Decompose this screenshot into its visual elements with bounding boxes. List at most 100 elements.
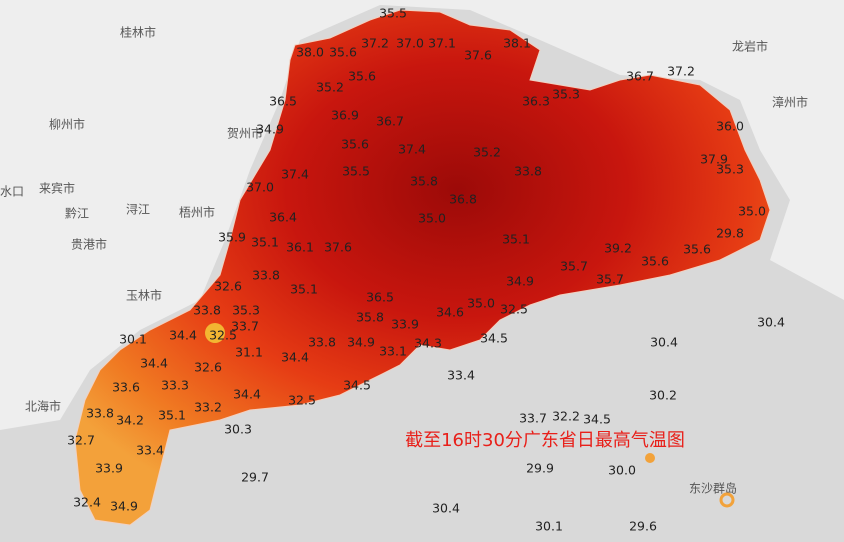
temperature-labels: 35.5 38.0 35.6 37.2 37.0 37.1 37.6 38.1 35.6 35.2…	[67, 6, 785, 534]
temperature-reading: 30.0	[608, 463, 636, 478]
temperature-reading: 36.5	[269, 94, 297, 109]
temperature-reading: 29.7	[241, 470, 269, 485]
place-name: 水口	[0, 185, 24, 199]
temperature-reading: 37.1	[428, 36, 456, 51]
temperature-reading: 33.4	[136, 443, 164, 458]
place-name: 贺州市	[227, 126, 263, 141]
temperature-reading: 34.9	[110, 499, 138, 514]
temperature-reading: 34.3	[414, 336, 442, 351]
guangdong-heat	[74, 9, 771, 526]
temperature-reading: 33.9	[95, 461, 123, 476]
temperature-reading: 35.7	[560, 259, 588, 274]
temperature-reading: 34.5	[343, 378, 371, 393]
temperature-reading: 30.1	[535, 519, 563, 534]
temperature-reading: 33.7	[231, 319, 259, 334]
temperature-reading: 35.0	[467, 296, 495, 311]
temperature-reading: 32.7	[67, 433, 95, 448]
temperature-reading: 36.1	[286, 240, 314, 255]
temperature-reading: 34.4	[233, 387, 261, 402]
temperature-reading: 36.8	[449, 192, 477, 207]
temperature-reading: 30.2	[649, 388, 677, 403]
temperature-reading: 38.0	[296, 45, 324, 60]
temperature-reading: 35.1	[502, 232, 530, 247]
temperature-reading: 33.8	[193, 303, 221, 318]
temperature-reading: 35.6	[348, 69, 376, 84]
temperature-reading: 34.4	[169, 328, 197, 343]
temperature-reading: 35.2	[473, 145, 501, 160]
place-name: 柳州市	[49, 117, 85, 132]
place-name: 黔江	[65, 206, 89, 221]
temperature-reading: 32.5	[288, 393, 316, 408]
temperature-reading: 30.3	[224, 422, 252, 437]
temperature-reading: 34.9	[506, 274, 534, 289]
temperature-reading: 35.0	[738, 204, 766, 219]
place-name: 桂林市	[120, 25, 156, 40]
temperature-reading: 37.2	[361, 36, 389, 51]
land	[0, 0, 844, 430]
temperature-reading: 33.4	[447, 368, 475, 383]
map-title: 截至16时30分广东省日最高气温图	[405, 430, 685, 451]
place-name: 梧州市	[179, 205, 215, 220]
temperature-reading: 33.3	[161, 378, 189, 393]
temperature-reading: 29.9	[526, 461, 554, 476]
temperature-reading: 36.0	[716, 119, 744, 134]
temperature-reading: 33.9	[391, 317, 419, 332]
temperature-reading: 37.4	[281, 167, 309, 182]
temperature-reading: 33.8	[86, 406, 114, 421]
temperature-reading: 35.7	[596, 272, 624, 287]
temperature-reading: 34.9	[347, 335, 375, 350]
place-name: 浔江	[126, 203, 150, 217]
temperature-reading: 35.9	[218, 230, 246, 245]
temperature-reading: 37.0	[246, 180, 274, 195]
temperature-reading: 33.8	[308, 335, 336, 350]
temperature-reading: 35.6	[329, 45, 357, 60]
temperature-reading: 33.6	[112, 380, 140, 395]
temperature-reading: 32.5	[500, 302, 528, 317]
temperature-reading: 32.4	[73, 495, 101, 510]
temperature-reading: 34.4	[281, 350, 309, 365]
temperature-reading: 36.7	[376, 114, 404, 129]
island	[719, 492, 735, 508]
temperature-reading: 36.5	[366, 290, 394, 305]
temperature-reading: 35.3	[232, 303, 260, 318]
temperature-reading: 33.7	[519, 411, 547, 426]
temperature-reading: 35.1	[251, 235, 279, 250]
temperature-reading: 34.5	[583, 412, 611, 427]
temperature-reading: 34.2	[116, 413, 144, 428]
temperature-reading: 32.6	[214, 279, 242, 294]
place-name: 来宾市	[39, 181, 75, 196]
temperature-reading: 33.2	[194, 400, 222, 415]
island	[645, 453, 655, 463]
temperature-reading: 35.0	[418, 211, 446, 226]
temperature-reading: 36.4	[269, 210, 297, 225]
temperature-reading: 29.8	[716, 226, 744, 241]
place-name: 东沙群岛	[689, 481, 737, 496]
temperature-reading: 37.6	[464, 48, 492, 63]
temperature-reading: 35.6	[683, 242, 711, 257]
temperature-reading: 34.9	[256, 122, 284, 137]
temperature-reading: 33.8	[514, 164, 542, 179]
temperature-reading: 37.0	[396, 36, 424, 51]
temperature-reading: 35.6	[341, 137, 369, 152]
temperature-reading: 38.1	[503, 36, 531, 51]
temperature-reading: 36.3	[522, 94, 550, 109]
temperature-reading: 30.4	[757, 315, 785, 330]
temperature-reading: 32.5	[209, 328, 237, 343]
temperature-reading: 34.5	[480, 331, 508, 346]
temperature-reading: 35.1	[290, 282, 318, 297]
temperature-reading: 35.5	[342, 164, 370, 179]
place-name: 北海市	[25, 399, 61, 414]
temperature-reading: 33.8	[252, 268, 280, 283]
temperature-reading: 35.8	[410, 174, 438, 189]
place-name: 玉林市	[126, 288, 162, 303]
temperature-reading: 35.3	[552, 87, 580, 102]
place-name: 龙岩市	[732, 39, 768, 54]
temperature-reading: 36.9	[331, 108, 359, 123]
temperature-reading: 32.2	[552, 409, 580, 424]
temperature-reading: 37.4	[398, 142, 426, 157]
place-name: 贵港市	[71, 237, 107, 252]
temperature-reading: 35.5	[379, 6, 407, 21]
temperature-reading: 35.2	[316, 80, 344, 95]
